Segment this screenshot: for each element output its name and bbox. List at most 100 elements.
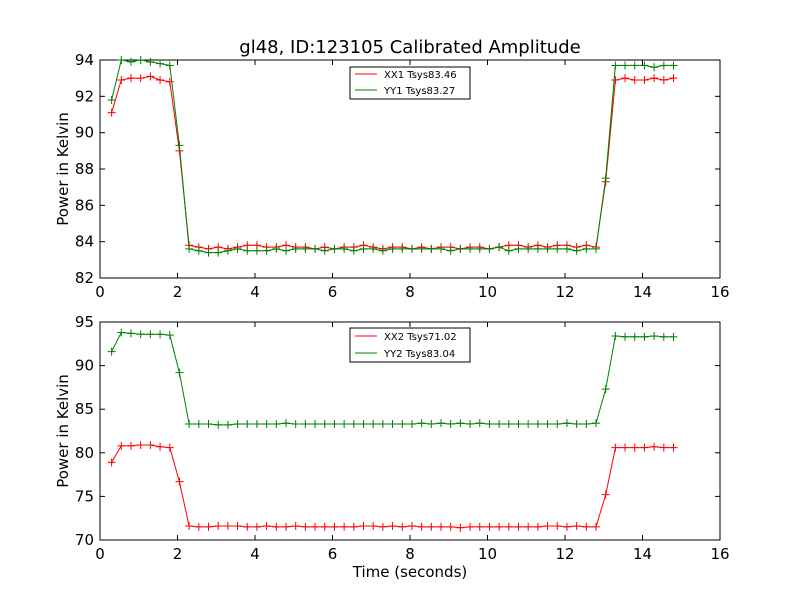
top-data-point [562, 244, 571, 253]
top-series [107, 56, 678, 257]
top-y-tick-label: 86 [75, 196, 94, 214]
bottom-data-point [194, 522, 203, 531]
bottom-data-point [378, 522, 387, 531]
bottom-data-point [243, 522, 252, 531]
top-y-tick-label: 82 [75, 269, 94, 287]
top-x-tick-label: 2 [173, 283, 183, 301]
top-data-point [388, 244, 397, 253]
top-data-point [146, 57, 155, 66]
top-data-point [175, 141, 184, 150]
bottom-y-tick-label: 90 [75, 357, 94, 375]
bottom-data-point [156, 442, 165, 451]
top-data-point [243, 246, 252, 255]
bottom-data-point [572, 522, 581, 531]
bottom-y-tick-label: 95 [75, 313, 94, 331]
top-data-point [466, 244, 475, 253]
top-data-point [514, 244, 523, 253]
bottom-x-tick-label: 12 [555, 545, 574, 563]
bottom-data-point [417, 419, 426, 428]
bottom-data-point [252, 420, 261, 429]
bottom-data-point [223, 420, 232, 429]
top-y-tick-label: 94 [75, 51, 94, 69]
bottom-data-point [127, 329, 135, 338]
bottom-data-point [437, 419, 445, 428]
bottom-data-point [301, 522, 310, 531]
bottom-series-line-0 [111, 444, 674, 529]
bottom-data-point [669, 443, 678, 452]
bottom-data-point [504, 420, 513, 429]
bottom-data-point [194, 420, 203, 429]
bottom-data-point [282, 419, 290, 428]
top-data-point [369, 244, 378, 253]
bottom-data-point [621, 332, 630, 341]
bottom-data-point [146, 440, 155, 449]
top-data-point [272, 244, 281, 253]
bottom-data-point [640, 443, 649, 452]
bottom-x-tick-label: 6 [328, 545, 338, 563]
top-data-point [582, 244, 591, 253]
top-x-tick-label: 16 [710, 283, 729, 301]
bottom-data-point [659, 332, 668, 341]
bottom-data-point [117, 441, 126, 450]
bottom-data-point [311, 522, 320, 531]
chart-title: gl48, ID:123105 Calibrated Amplitude [239, 37, 580, 58]
top-data-point [427, 244, 436, 253]
top-data-point [291, 244, 300, 253]
top-data-point [330, 244, 339, 253]
top-data-point [204, 248, 213, 257]
bottom-x-tick-label: 2 [173, 545, 183, 563]
bottom-data-point [592, 419, 600, 428]
bottom-data-point [340, 522, 349, 531]
bottom-data-point [533, 522, 542, 531]
top-data-point [185, 244, 194, 253]
bottom-data-point [466, 522, 475, 531]
top-data-point [659, 61, 668, 70]
bottom-data-point [369, 420, 378, 429]
bottom-data-point [349, 522, 358, 531]
top-data-point [621, 61, 630, 70]
top-data-point [398, 244, 407, 253]
top-x-tick-label: 14 [633, 283, 652, 301]
bottom-data-point [630, 332, 639, 341]
top-data-point [669, 74, 678, 83]
bottom-data-point [466, 420, 475, 429]
top-data-point [553, 244, 562, 253]
bottom-data-point [165, 331, 174, 340]
bottom-data-point [330, 522, 339, 531]
top-data-point [252, 246, 261, 255]
bottom-data-point [388, 522, 397, 531]
bottom-data-point [504, 522, 513, 531]
bottom-data-point [601, 490, 610, 499]
bottom-data-point [233, 420, 242, 429]
top-data-point [495, 243, 504, 252]
bottom-data-point [214, 522, 223, 531]
bottom-data-point [611, 331, 620, 340]
bottom-data-point [456, 523, 465, 532]
bottom-data-point [398, 522, 407, 531]
bottom-data-point [524, 522, 533, 531]
bottom-data-point [611, 443, 620, 452]
bottom-data-point [388, 420, 397, 429]
bottom-y-tick-label: 80 [75, 444, 94, 462]
bottom-x-tick-label: 4 [250, 545, 260, 563]
bottom-data-point [543, 420, 552, 429]
top-y-tick-label: 92 [75, 87, 94, 105]
bottom-data-point [107, 347, 116, 356]
bottom-data-point [291, 420, 300, 429]
top-data-point [165, 61, 174, 70]
bottom-data-point [243, 420, 252, 429]
bottom-x-tick-label: 8 [405, 545, 415, 563]
x-axis-label: Time (seconds) [352, 563, 468, 581]
bottom-data-point [543, 522, 552, 531]
bottom-data-point [475, 419, 484, 428]
top-data-point [572, 246, 581, 255]
top-data-point [156, 75, 165, 84]
top-data-point [233, 244, 242, 253]
bottom-y-tick-label: 75 [75, 487, 94, 505]
bottom-data-point [136, 440, 145, 449]
top-data-point [485, 244, 494, 253]
top-data-point [407, 244, 416, 253]
top-data-point [659, 75, 668, 84]
top-data-point [533, 244, 542, 253]
